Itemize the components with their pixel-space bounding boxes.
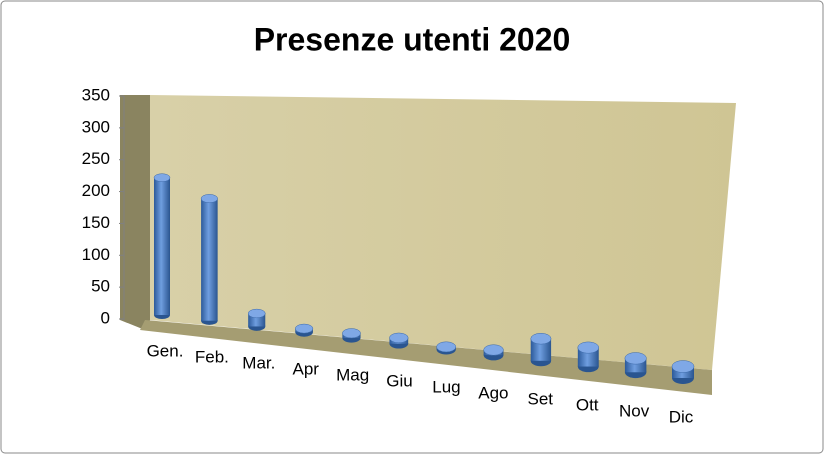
cylinder-top [483, 344, 504, 356]
cylinder-top [247, 308, 266, 319]
cylinder-top [624, 352, 647, 365]
y-tick-label: 0 [101, 308, 110, 327]
x-tick-label: Mag [336, 365, 369, 384]
cylinder [200, 194, 218, 325]
cylinder [577, 341, 599, 373]
cylinder [342, 328, 361, 343]
cylinder-top [342, 328, 361, 339]
cylinder [389, 332, 409, 349]
cylinder-body [201, 198, 218, 321]
y-tick-label: 100 [82, 245, 110, 264]
y-tick-label: 150 [82, 213, 110, 232]
cylinder-top [671, 360, 695, 373]
x-tick-label: Giu [386, 371, 412, 390]
x-tick-label: Ago [478, 383, 508, 402]
x-tick-label: Nov [619, 401, 650, 420]
cylinder [671, 360, 695, 384]
x-tick-label: Lug [432, 377, 460, 396]
chart-title: Presenze utenti 2020 [254, 21, 571, 57]
x-tick-label: Feb. [195, 347, 229, 366]
y-tick-label: 50 [91, 277, 110, 296]
y-tick-label: 250 [82, 149, 110, 168]
cylinder [530, 333, 552, 367]
cylinder-top [200, 194, 218, 203]
x-tick-label: Apr [292, 359, 319, 378]
x-tick-label: Gen. [147, 341, 184, 360]
y-tick-label: 350 [82, 85, 110, 104]
cylinder-top [436, 341, 457, 353]
cylinder-top [153, 173, 171, 182]
cylinder [153, 173, 171, 319]
cylinder-body [530, 338, 552, 361]
floor [140, 320, 712, 395]
cylinder-top [295, 323, 314, 334]
cylinder-top [530, 333, 552, 345]
cylinder [436, 341, 457, 355]
cylinder-top [577, 341, 599, 354]
cylinder-body [154, 177, 170, 315]
x-tick-label: Dic [669, 407, 694, 426]
side-wall [120, 95, 150, 330]
y-tick-label: 300 [82, 117, 110, 136]
cylinder-top [389, 332, 409, 344]
cylinder [624, 352, 647, 379]
x-tick-label: Set [528, 389, 554, 408]
cylinder [483, 344, 504, 361]
y-tick-label: 200 [82, 181, 110, 200]
cylinder [295, 323, 314, 337]
x-tick-label: Ott [576, 395, 599, 414]
back-wall [150, 95, 736, 370]
x-tick-label: Mar. [242, 353, 275, 372]
cylinder [247, 308, 266, 331]
